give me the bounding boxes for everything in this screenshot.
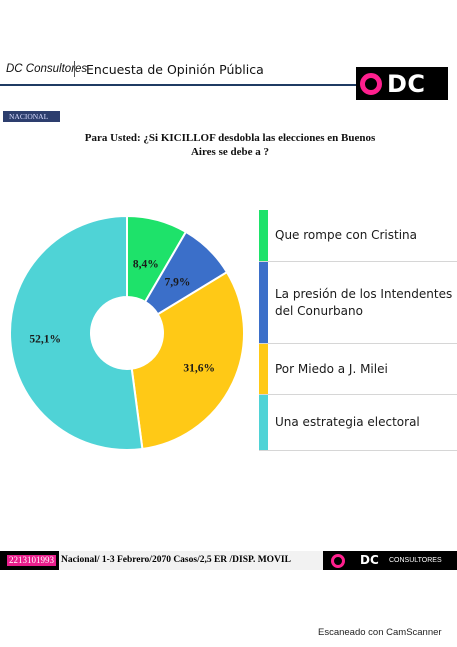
scope-tag: NACIONAL: [3, 111, 60, 122]
legend-label: Por Miedo a J. Milei: [275, 361, 388, 376]
brand-name: DC Consultores: [6, 63, 88, 75]
donut-chart: 8,4% 7,9% 31,6% 52,1%: [9, 214, 245, 451]
legend-label: La presión de los Intendentes del Conurb…: [275, 286, 453, 318]
legend-label: Que rompe con Cristina: [275, 228, 418, 242]
donut-slice: [130, 270, 245, 451]
legend-item: La presión de los Intendentes del Conurb…: [259, 262, 457, 344]
survey-title: Encuesta de Opinión Pública: [86, 62, 264, 77]
slice-data-label: 8,4%: [133, 258, 159, 270]
legend-item: Que rompe con Cristina: [259, 210, 457, 262]
logo-ring-icon: [360, 72, 382, 95]
header-divider: [74, 61, 75, 77]
logo-text: DC: [387, 69, 426, 98]
footer-brand: CONSULTORES: [389, 557, 442, 564]
footer-code: 2213101993: [7, 555, 56, 566]
chart-title: Para Usted: ¿Si KICILLOF desdobla las el…: [84, 132, 376, 158]
legend-swatch: [259, 262, 268, 343]
legend-swatch: [259, 344, 268, 394]
scanner-watermark: Escaneado con CamScanner: [318, 627, 442, 638]
odc-logo: DC: [356, 67, 448, 100]
donut-slice: [9, 214, 144, 451]
legend-swatch: [259, 210, 268, 261]
footer-logo-ring-icon: [331, 554, 345, 568]
footer-bar: 2213101993 Nacional/ 1-3 Febrero/2070 Ca…: [0, 551, 457, 570]
header-rule: [0, 84, 372, 86]
footer-text: Nacional/ 1-3 Febrero/2070 Casos/2,5 ER …: [59, 551, 323, 570]
footer-logo-text: DC: [360, 553, 379, 567]
slice-data-label: 52,1%: [29, 333, 61, 345]
chart-legend: Que rompe con Cristina La presión de los …: [259, 210, 457, 451]
legend-item: Una estrategia electoral: [259, 395, 457, 451]
slice-data-label: 7,9%: [164, 277, 190, 289]
legend-swatch: [259, 395, 268, 450]
legend-item: Por Miedo a J. Milei: [259, 344, 457, 395]
slice-data-label: 31,6%: [183, 363, 215, 375]
legend-label: Una estrategia electoral: [275, 415, 420, 429]
